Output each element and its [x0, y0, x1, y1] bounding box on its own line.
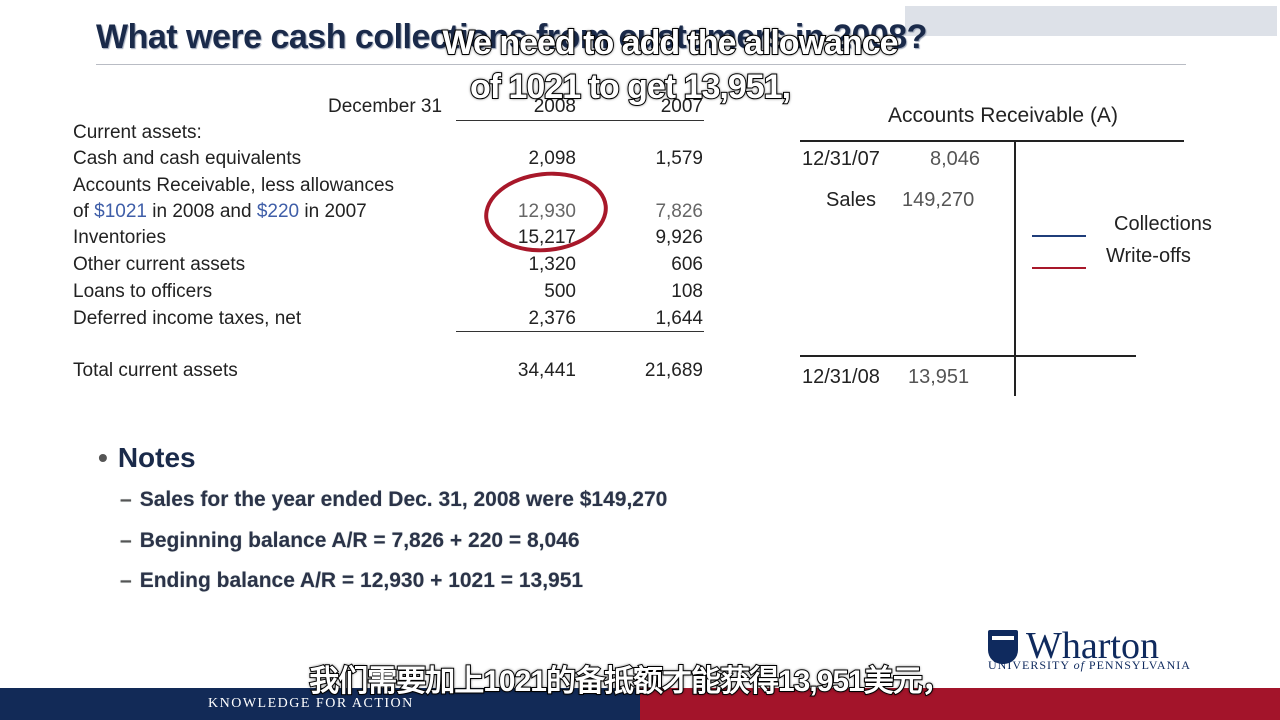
shield-icon — [988, 630, 1018, 664]
row-label-inventories: Inventories — [73, 227, 166, 248]
footer-tagline: KNOWLEDGE FOR ACTION — [208, 696, 414, 711]
t-account-vertical-line — [1014, 140, 1016, 396]
notes-heading: • Notes — [98, 442, 196, 473]
caption-chinese: 我们需要加上1021的备抵额才能获得13,951美元， — [308, 664, 953, 699]
beginning-date: 12/31/07 — [802, 148, 880, 170]
row-other-2007: 606 — [671, 254, 703, 275]
writeoffs-label: Write-offs — [1106, 245, 1191, 267]
row-ar-2007: 7,826 — [655, 201, 703, 222]
collections-legend-line — [1032, 235, 1086, 237]
note-item-ending: – Ending balance A/R = 12,930 + 1021 = 13… — [120, 569, 584, 592]
row-label-other: Other current assets — [73, 254, 246, 275]
header-2007: 2007 — [660, 96, 703, 117]
t-account-title: Accounts Receivable (A) — [888, 104, 1118, 127]
header-underline — [456, 120, 704, 121]
row-loans-2008: 500 — [544, 281, 576, 302]
row-total-2008: 34,441 — [517, 360, 576, 381]
header-2008: 2008 — [533, 96, 576, 117]
header-date-label: December 31 — [328, 96, 443, 117]
logo-university: UNIVERSITY of PENNSYLVANIA — [988, 658, 1191, 672]
t-account-top-line — [800, 140, 1184, 142]
row-deferred-2007: 1,644 — [655, 308, 703, 329]
section-label: Current assets: — [73, 122, 202, 143]
allowance-2008: $1021 — [94, 201, 147, 222]
row-total-2007: 21,689 — [644, 360, 703, 381]
ending-value: 13,951 — [908, 366, 970, 388]
row-cash-2008: 2,098 — [528, 148, 576, 169]
beginning-value: 8,046 — [930, 148, 981, 170]
sales-value: 149,270 — [902, 189, 975, 211]
caption-line-1: We need to add the allowance — [441, 23, 899, 63]
row-loans-2007: 108 — [671, 281, 703, 302]
row-label-cash: Cash and cash equivalents — [73, 148, 302, 169]
row-label-ar-line1: Accounts Receivable, less allowances — [73, 175, 395, 196]
t-account-balance-line — [800, 355, 1136, 357]
row-deferred-2008: 2,376 — [528, 308, 576, 329]
row-ar-2008: 12,930 — [517, 201, 576, 222]
note-item-beginning: – Beginning balance A/R = 7,826 + 220 = 8… — [120, 529, 580, 552]
caption-line-2: of 1021 to get 13,951, — [469, 67, 792, 107]
row-inventories-2007: 9,926 — [655, 227, 703, 248]
title-bar-shade — [905, 6, 1277, 36]
title-divider — [96, 64, 1186, 65]
row-label-ar-line2: of $1021 in 2008 and $220 in 2007 — [73, 201, 367, 222]
slide-title: What were cash collections from customer… — [96, 18, 927, 56]
logo-wordmark: Wharton — [1026, 625, 1159, 667]
row-label-deferred: Deferred income taxes, net — [73, 308, 302, 329]
writeoffs-legend-line — [1032, 267, 1086, 269]
ending-date: 12/31/08 — [802, 366, 880, 388]
sales-label: Sales — [826, 189, 877, 211]
note-item-sales: – Sales for the year ended Dec. 31, 2008 … — [120, 488, 668, 511]
row-other-2008: 1,320 — [528, 254, 576, 275]
allowance-2007: $220 — [256, 201, 300, 222]
subtotal-underline — [456, 331, 704, 332]
row-cash-2007: 1,579 — [655, 148, 703, 169]
footer-bar-red — [640, 688, 1280, 720]
row-label-loans: Loans to officers — [73, 281, 213, 302]
row-inventories-2008: 15,217 — [517, 227, 576, 248]
footer-bar-blue — [0, 688, 640, 720]
row-label-total: Total current assets — [73, 360, 238, 381]
collections-label: Collections — [1114, 213, 1212, 235]
